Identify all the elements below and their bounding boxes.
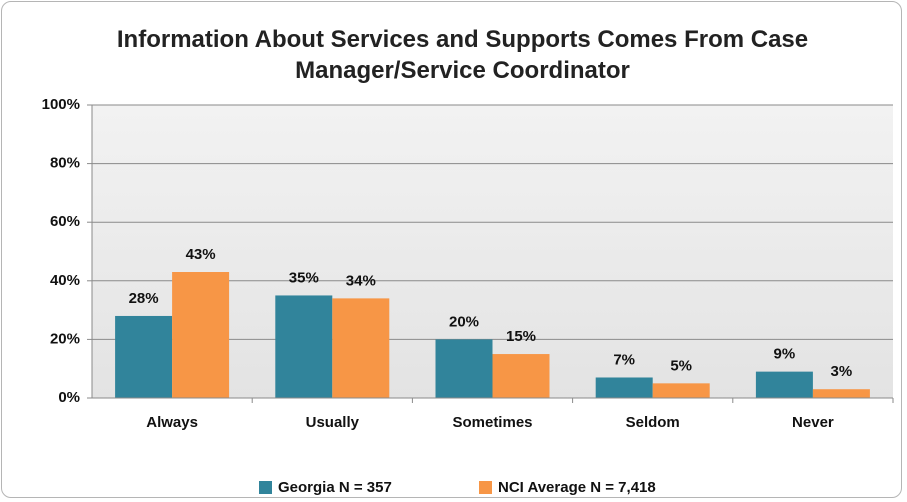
x-tick-label: Sometimes — [452, 414, 532, 431]
legend-swatch — [479, 481, 492, 494]
x-tick-label: Usually — [306, 414, 360, 431]
legend-swatch — [259, 481, 272, 494]
data-label: 5% — [670, 357, 692, 374]
bar — [652, 383, 710, 398]
y-tick-label: 100% — [42, 96, 80, 113]
y-tick-label: 0% — [58, 389, 80, 406]
x-tick-label: Always — [146, 414, 198, 431]
bar — [812, 389, 870, 398]
data-label: 3% — [831, 363, 853, 380]
bar — [172, 272, 230, 398]
data-label: 20% — [449, 313, 479, 330]
chart-title: Information About Services and Supports … — [116, 26, 809, 84]
bar — [595, 377, 653, 398]
data-label: 28% — [129, 290, 159, 307]
legend-label: Georgia N = 357 — [278, 479, 392, 496]
data-label: 7% — [613, 351, 635, 368]
data-label: 43% — [186, 246, 216, 263]
bar — [115, 315, 173, 398]
bar — [275, 295, 333, 398]
bar — [755, 371, 813, 398]
x-tick-label: Seldom — [626, 414, 680, 431]
y-tick-label: 40% — [50, 272, 80, 289]
y-tick-label: 80% — [50, 155, 80, 172]
legend-label: NCI Average N = 7,418 — [498, 479, 656, 496]
data-label: 34% — [346, 272, 376, 289]
data-label: 15% — [506, 328, 536, 345]
data-label: 9% — [774, 346, 796, 363]
bar — [332, 298, 390, 398]
y-tick-label: 20% — [50, 330, 80, 347]
data-label: 35% — [289, 269, 319, 286]
bar — [435, 339, 493, 398]
y-tick-label: 60% — [50, 213, 80, 230]
x-tick-label: Never — [792, 414, 834, 431]
bar — [492, 354, 550, 398]
